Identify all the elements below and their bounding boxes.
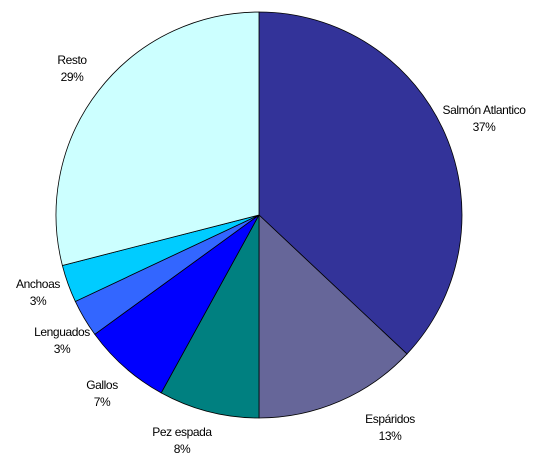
slice-label: Anchoas — [16, 277, 60, 291]
pie-slices — [55, 11, 463, 419]
slice-value-label: 37% — [473, 120, 497, 134]
slice-value-label: 7% — [94, 395, 111, 409]
pie-slice-resto — [55, 11, 260, 266]
pie-labels: Salmón Atlantico 37% Espáridos 13% Pez espad… — [16, 53, 527, 455]
slice-label: Gallos — [86, 378, 118, 392]
slice-label: Espáridos — [365, 412, 415, 426]
slice-label: Lenguados — [34, 325, 90, 339]
pie-slice-esp-ridos — [258, 214, 408, 419]
slice-value-label: 3% — [54, 342, 71, 356]
slice-value-label: 29% — [61, 70, 85, 84]
slice-label: Pez espada — [152, 425, 212, 439]
slice-value-label: 13% — [379, 429, 403, 443]
slice-label: Resto — [57, 53, 87, 67]
pie-slice-pez-espada — [160, 214, 260, 419]
pie-slice-salm-n-atlantico — [258, 11, 463, 355]
slice-label: Salmón Atlantico — [443, 103, 527, 117]
slice-value-label: 8% — [174, 442, 191, 455]
slice-value-label: 3% — [30, 294, 47, 308]
